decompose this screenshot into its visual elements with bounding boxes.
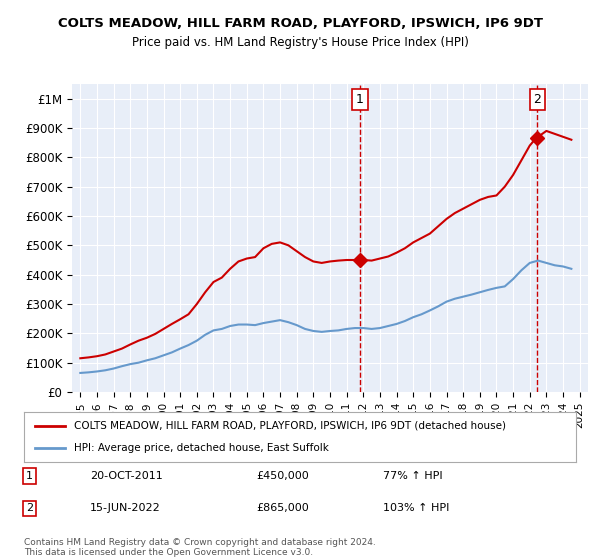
Text: COLTS MEADOW, HILL FARM ROAD, PLAYFORD, IPSWICH, IP6 9DT: COLTS MEADOW, HILL FARM ROAD, PLAYFORD, … (58, 17, 542, 30)
Text: Contains HM Land Registry data © Crown copyright and database right 2024.
This d: Contains HM Land Registry data © Crown c… (24, 538, 376, 557)
Text: 1: 1 (356, 93, 364, 106)
Text: 1: 1 (26, 471, 33, 481)
Text: COLTS MEADOW, HILL FARM ROAD, PLAYFORD, IPSWICH, IP6 9DT (detached house): COLTS MEADOW, HILL FARM ROAD, PLAYFORD, … (74, 421, 506, 431)
Text: 2: 2 (26, 503, 33, 514)
Text: £450,000: £450,000 (256, 471, 308, 481)
Text: 15-JUN-2022: 15-JUN-2022 (90, 503, 161, 514)
Text: 103% ↑ HPI: 103% ↑ HPI (383, 503, 449, 514)
Text: Price paid vs. HM Land Registry's House Price Index (HPI): Price paid vs. HM Land Registry's House … (131, 36, 469, 49)
Text: 2: 2 (533, 93, 541, 106)
Text: 20-OCT-2011: 20-OCT-2011 (90, 471, 163, 481)
Text: HPI: Average price, detached house, East Suffolk: HPI: Average price, detached house, East… (74, 443, 329, 453)
Text: 77% ↑ HPI: 77% ↑ HPI (383, 471, 442, 481)
Text: £865,000: £865,000 (256, 503, 308, 514)
